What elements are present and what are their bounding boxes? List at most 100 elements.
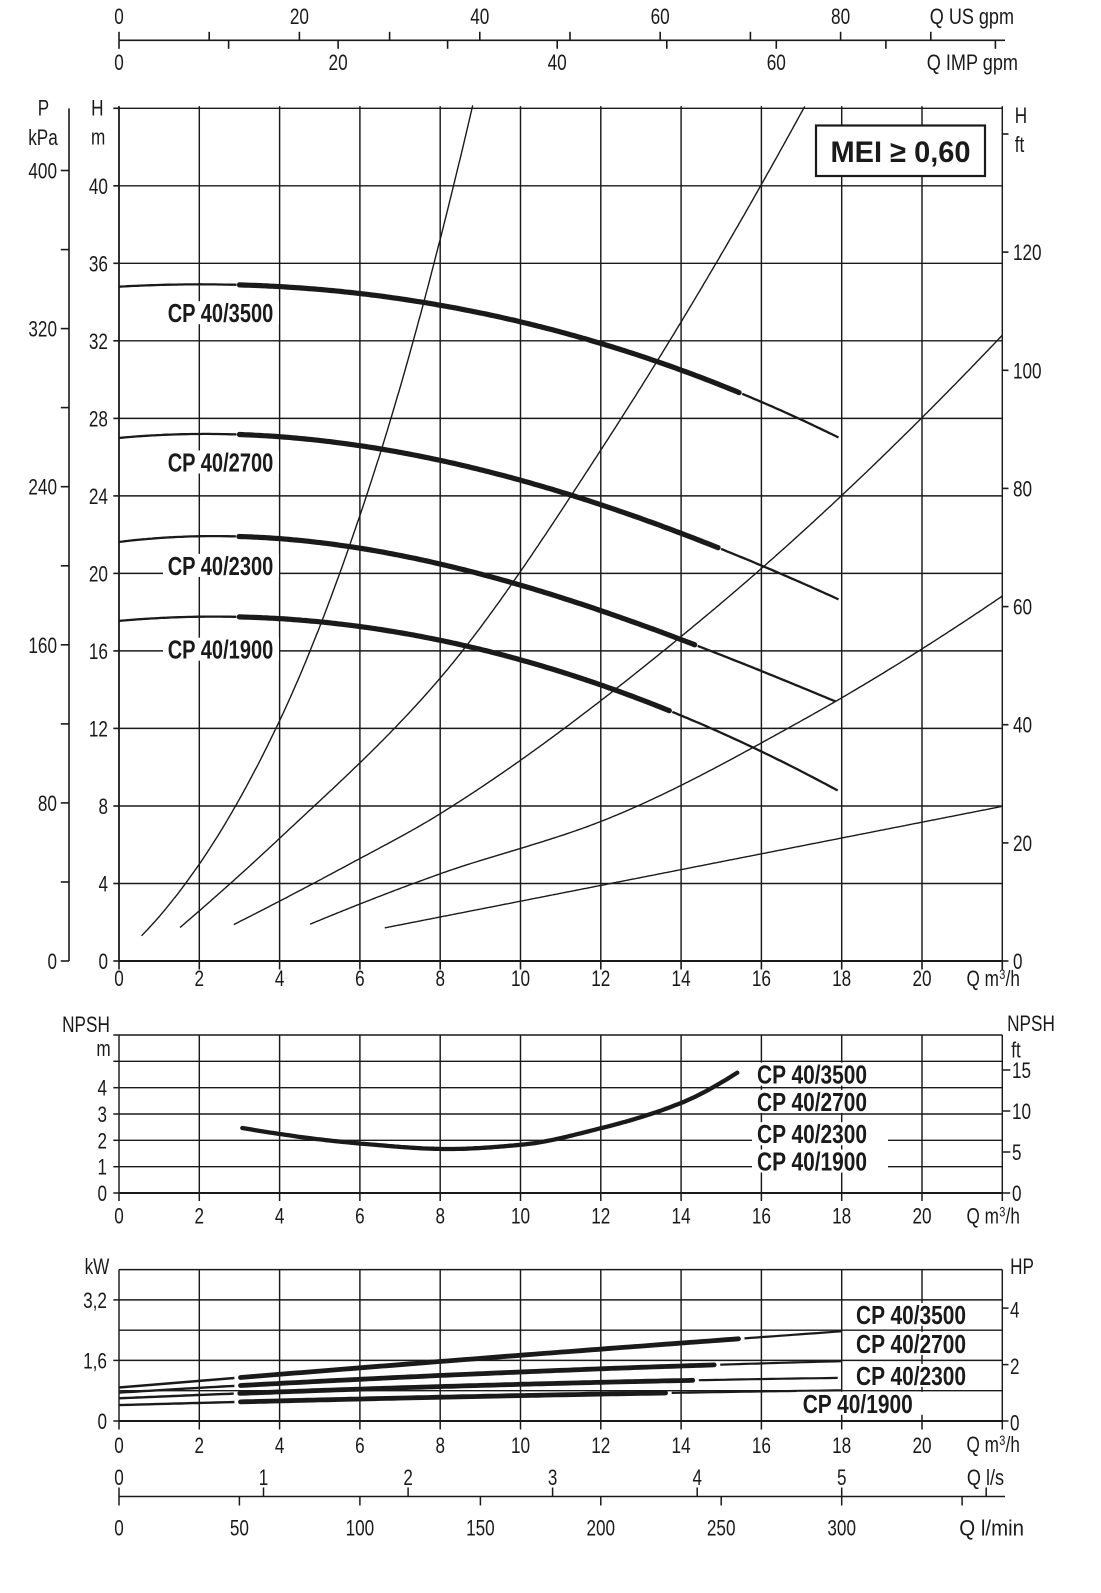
svg-text:CP 40/1900: CP 40/1900 <box>757 1147 867 1177</box>
svg-text:3: 3 <box>999 966 1005 982</box>
svg-text:CP 40/2700: CP 40/2700 <box>757 1087 867 1117</box>
svg-text:100: 100 <box>1013 358 1042 383</box>
svg-text:20: 20 <box>290 4 309 29</box>
svg-text:18: 18 <box>832 966 851 991</box>
svg-text:Q m: Q m <box>967 966 999 991</box>
svg-text:80: 80 <box>831 4 850 29</box>
svg-text:18: 18 <box>832 1204 851 1229</box>
svg-text:3: 3 <box>999 1432 1005 1448</box>
svg-text:80: 80 <box>1013 476 1032 501</box>
svg-text:10: 10 <box>511 1433 530 1458</box>
svg-text:10: 10 <box>1012 1099 1031 1124</box>
svg-text:6: 6 <box>355 1204 365 1229</box>
svg-text:3,2: 3,2 <box>83 1288 107 1313</box>
svg-text:80: 80 <box>38 791 57 816</box>
svg-text:CP 40/2700: CP 40/2700 <box>168 448 274 478</box>
svg-text:14: 14 <box>672 966 691 991</box>
svg-text:8: 8 <box>435 1433 445 1458</box>
svg-text:4: 4 <box>275 1204 285 1229</box>
svg-text:MEI ≥ 0,60: MEI ≥ 0,60 <box>831 136 971 169</box>
svg-text:12: 12 <box>591 966 610 991</box>
svg-text:250: 250 <box>707 1516 736 1541</box>
svg-text:CP 40/2300: CP 40/2300 <box>757 1119 867 1149</box>
svg-text:120: 120 <box>1013 240 1042 265</box>
svg-text:8: 8 <box>435 1204 445 1229</box>
svg-text:14: 14 <box>672 1204 691 1229</box>
svg-text:4: 4 <box>275 1433 285 1458</box>
svg-text:2: 2 <box>195 966 205 991</box>
svg-text:12: 12 <box>89 717 108 742</box>
svg-text:3: 3 <box>98 1102 108 1127</box>
svg-text:400: 400 <box>28 159 57 184</box>
svg-text:1: 1 <box>259 1465 269 1490</box>
svg-text:15: 15 <box>1012 1058 1031 1083</box>
svg-text:CP 40/3500: CP 40/3500 <box>757 1060 867 1090</box>
svg-text:60: 60 <box>767 50 786 75</box>
svg-text:P: P <box>38 96 49 121</box>
svg-text:40: 40 <box>89 174 108 199</box>
svg-text:4: 4 <box>99 872 109 897</box>
svg-text:0: 0 <box>114 1204 124 1229</box>
svg-text:0: 0 <box>114 4 124 29</box>
svg-text:kPa: kPa <box>28 125 58 150</box>
svg-text:16: 16 <box>89 639 108 664</box>
svg-text:CP 40/2700: CP 40/2700 <box>856 1329 966 1359</box>
svg-text:kW: kW <box>85 1254 110 1279</box>
svg-text:20: 20 <box>912 966 931 991</box>
svg-text:200: 200 <box>587 1516 616 1541</box>
svg-text:40: 40 <box>548 50 567 75</box>
svg-text:2: 2 <box>98 1128 108 1153</box>
svg-text:0: 0 <box>114 1465 124 1490</box>
svg-text:2: 2 <box>195 1204 205 1229</box>
svg-text:40: 40 <box>1013 713 1032 738</box>
svg-text:0: 0 <box>1010 1411 1020 1436</box>
svg-text:/h: /h <box>1006 1204 1020 1229</box>
svg-text:2: 2 <box>1010 1354 1020 1379</box>
svg-text:Q m: Q m <box>967 1432 999 1457</box>
svg-text:28: 28 <box>89 406 108 431</box>
svg-text:Q IMP gpm: Q IMP gpm <box>927 50 1018 75</box>
svg-text:CP 40/1900: CP 40/1900 <box>803 1389 913 1419</box>
svg-text:Q l/min: Q l/min <box>959 1516 1024 1541</box>
svg-text:CP 40/1900: CP 40/1900 <box>168 635 274 665</box>
svg-text:4: 4 <box>98 1076 108 1101</box>
svg-text:0: 0 <box>114 1433 124 1458</box>
svg-text:18: 18 <box>832 1433 851 1458</box>
svg-text:8: 8 <box>435 966 445 991</box>
svg-text:Q l/s: Q l/s <box>967 1465 1004 1490</box>
svg-text:m: m <box>96 1036 110 1061</box>
svg-text:ft: ft <box>1015 132 1025 157</box>
svg-text:4: 4 <box>1010 1298 1020 1323</box>
svg-text:3: 3 <box>999 1204 1005 1220</box>
svg-text:1,6: 1,6 <box>83 1349 107 1374</box>
svg-text:160: 160 <box>28 633 57 658</box>
svg-text:HP: HP <box>1010 1254 1034 1279</box>
svg-text:16: 16 <box>752 1204 771 1229</box>
svg-text:320: 320 <box>28 317 57 342</box>
svg-text:4: 4 <box>692 1465 702 1490</box>
svg-text:150: 150 <box>466 1516 495 1541</box>
svg-text:6: 6 <box>355 966 365 991</box>
svg-text:2: 2 <box>403 1465 413 1490</box>
svg-text:50: 50 <box>230 1516 249 1541</box>
svg-text:1: 1 <box>98 1155 108 1180</box>
svg-text:10: 10 <box>511 1204 530 1229</box>
svg-text:300: 300 <box>827 1516 856 1541</box>
svg-text:20: 20 <box>1013 831 1032 856</box>
svg-text:NPSH: NPSH <box>1007 1011 1055 1036</box>
svg-text:0: 0 <box>98 1409 108 1434</box>
svg-text:0: 0 <box>98 1181 108 1206</box>
svg-text:60: 60 <box>1013 595 1032 620</box>
svg-text:36: 36 <box>89 251 108 276</box>
svg-text:10: 10 <box>511 966 530 991</box>
svg-text:/h: /h <box>1006 966 1020 991</box>
svg-text:20: 20 <box>912 1433 931 1458</box>
svg-text:CP 40/3500: CP 40/3500 <box>168 298 274 328</box>
svg-text:3: 3 <box>548 1465 558 1490</box>
svg-text:H: H <box>91 96 103 121</box>
svg-text:2: 2 <box>195 1433 205 1458</box>
svg-text:Q m: Q m <box>967 1204 999 1229</box>
svg-text:0: 0 <box>1013 949 1023 974</box>
svg-text:240: 240 <box>28 475 57 500</box>
svg-text:ft: ft <box>1011 1038 1021 1063</box>
